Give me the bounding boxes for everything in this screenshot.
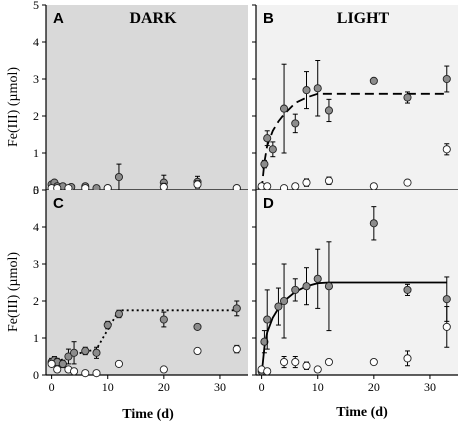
data-point-open [47, 359, 56, 368]
panel-letter: C [53, 195, 64, 212]
y-tick-label: 0 [33, 368, 39, 382]
data-point-open [193, 180, 202, 189]
panel-d: 0 10 20 30 D [252, 189, 458, 394]
data-point-filled [403, 285, 412, 294]
data-point-open [403, 178, 412, 187]
panel-background [256, 5, 458, 190]
x-tick-label: 10 [102, 380, 114, 394]
data-point-filled [114, 172, 123, 182]
data-point-open [291, 182, 300, 191]
y-axis-label-top: Fe(III) (µmol) [6, 67, 21, 147]
data-point-open [159, 182, 168, 192]
y-tick-label: 1 [33, 146, 39, 160]
data-point-open [313, 365, 322, 374]
data-point-open [263, 182, 272, 191]
data-point-filled [70, 348, 79, 357]
data-point-filled [302, 282, 311, 291]
x-tick-label: 20 [368, 380, 380, 394]
data-point-filled [324, 106, 333, 115]
data-point-filled [369, 76, 378, 85]
panel-letter: B [263, 10, 274, 27]
panel-b: 0102030BLIGHT [252, 4, 458, 209]
data-point-open [114, 359, 123, 368]
data-point-open [280, 357, 289, 367]
data-point-filled [313, 274, 322, 283]
x-tick-label: 30 [214, 380, 226, 394]
data-point-open [263, 367, 272, 376]
data-point-filled [302, 86, 311, 95]
condition-title: DARK [129, 10, 177, 27]
data-point-filled [274, 302, 283, 311]
data-point-open [324, 176, 333, 185]
data-point-open [442, 322, 451, 331]
data-point-filled [58, 359, 67, 368]
data-point-filled [313, 84, 322, 93]
y-tick-label: 3 [33, 72, 39, 86]
data-point-filled [280, 104, 289, 113]
data-point-filled [369, 219, 378, 228]
panel-background [46, 190, 248, 375]
data-point-filled [291, 119, 300, 128]
data-point-filled [263, 315, 272, 324]
data-point-filled [260, 337, 269, 346]
data-point-open [369, 357, 378, 367]
y-tick-label: 5 [33, 0, 39, 12]
x-tick-label: 10 [312, 380, 324, 394]
x-tick-label: 0 [49, 380, 55, 394]
y-tick-label: 5 [33, 183, 39, 197]
panel-a: 0123450102030ADARK [33, 0, 248, 209]
data-point-filled [159, 315, 168, 324]
data-point-filled [403, 93, 412, 102]
y-axis-label-bottom: Fe(III) (µmol) [6, 252, 21, 332]
data-point-open [70, 367, 79, 376]
data-point-filled [442, 295, 451, 304]
data-point-open [302, 361, 311, 370]
data-point-open [53, 365, 62, 374]
data-point-open [403, 354, 412, 363]
data-point-open [81, 369, 90, 378]
data-point-open [302, 178, 311, 187]
data-point-open [232, 345, 241, 354]
x-axis-label-left: Time (d) [122, 407, 174, 422]
y-tick-label: 2 [33, 109, 39, 123]
data-point-filled [103, 320, 112, 330]
data-point-filled [442, 74, 451, 84]
data-point-filled [64, 352, 73, 361]
y-tick-label: 1 [33, 331, 39, 345]
x-tick-label: 30 [424, 380, 436, 394]
data-point-open [92, 369, 101, 378]
data-point-filled [193, 322, 202, 331]
data-point-filled [280, 296, 289, 306]
data-point-open [193, 346, 202, 356]
data-point-filled [268, 145, 277, 154]
data-point-open [159, 365, 168, 374]
data-point-filled [291, 285, 300, 294]
x-tick-label: 0 [259, 380, 265, 394]
y-tick-label: 4 [33, 35, 39, 49]
panel-letter: A [53, 10, 64, 27]
condition-title: LIGHT [337, 10, 390, 27]
y-tick-label: 3 [33, 257, 39, 271]
data-point-open [324, 357, 333, 367]
data-point-filled [324, 282, 333, 291]
panel-letter: D [263, 195, 274, 212]
data-point-filled [260, 160, 269, 169]
data-point-open [369, 182, 378, 191]
data-point-filled [92, 348, 101, 357]
data-point-filled [81, 346, 90, 356]
y-tick-label: 0 [33, 183, 39, 197]
data-point-open [291, 357, 300, 367]
data-point-filled [232, 304, 241, 313]
panel-background [46, 5, 248, 190]
y-tick-label: 2 [33, 294, 39, 308]
x-axis-label-right: Time (d) [336, 405, 388, 420]
fit-curve-dashed [260, 92, 447, 191]
data-point-filled [263, 134, 272, 143]
y-tick-label: 4 [33, 220, 39, 234]
data-point-open [442, 145, 451, 154]
data-point-filled [114, 309, 123, 319]
x-tick-label: 20 [158, 380, 170, 394]
